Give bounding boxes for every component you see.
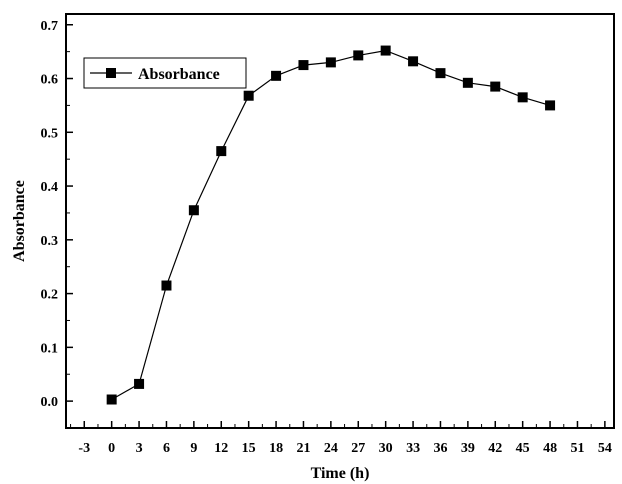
y-tick-label: 0.3 <box>41 234 59 249</box>
x-axis-title: Time (h) <box>311 465 370 482</box>
x-tick-label: 39 <box>461 441 475 456</box>
x-tick-label: 12 <box>214 441 228 456</box>
x-axis-ticks: -3 0 3 6 9 12 15 18 21 24 27 30 33 36 39 42 45 48 51 54 <box>70 421 612 456</box>
x-tick-label: 30 <box>379 441 393 456</box>
y-axis-ticks: 0.0 0.1 0.2 0.3 0.4 0.5 0.6 0.7 <box>41 19 73 410</box>
data-point-marker <box>188 205 199 216</box>
data-point-marker <box>545 100 556 111</box>
data-point-marker <box>216 146 227 157</box>
data-point-marker <box>435 68 446 79</box>
y-tick-label: 0.2 <box>41 288 59 303</box>
data-point-marker <box>517 92 528 103</box>
data-point-marker <box>243 90 254 101</box>
x-tick-label: 6 <box>163 441 170 456</box>
data-point-marker <box>271 70 282 81</box>
x-tick-label: 36 <box>433 441 447 456</box>
x-tick-label: 45 <box>516 441 530 456</box>
data-point-marker <box>408 56 419 67</box>
data-point-marker <box>134 378 145 389</box>
x-tick-label: 9 <box>190 441 197 456</box>
x-tick-label: 0 <box>108 441 115 456</box>
x-tick-label: 24 <box>324 441 338 456</box>
data-point-marker <box>490 81 501 92</box>
plot-frame <box>65 13 615 429</box>
data-point-marker <box>106 394 117 405</box>
x-tick-label: 27 <box>351 441 365 456</box>
data-point-marker <box>380 45 391 56</box>
legend-marker <box>106 68 116 78</box>
x-tick-label: 42 <box>488 441 502 456</box>
x-tick-label: 51 <box>570 441 584 456</box>
y-tick-label: 0.6 <box>41 73 59 88</box>
x-tick-label: 18 <box>269 441 283 456</box>
series-layer <box>106 45 556 405</box>
y-tick-label: 0.4 <box>41 180 59 195</box>
x-tick-label: -3 <box>78 441 90 456</box>
x-tick-label: 3 <box>136 441 143 456</box>
y-tick-label: 0.0 <box>41 395 59 410</box>
data-point-marker <box>353 50 364 61</box>
data-point-marker <box>161 280 172 291</box>
y-axis-title: Absorbance <box>11 180 28 262</box>
x-tick-label: 33 <box>406 441 420 456</box>
data-point-marker <box>462 77 473 88</box>
data-point-marker <box>325 57 336 68</box>
x-tick-label: 21 <box>296 441 310 456</box>
x-tick-label: 54 <box>598 441 612 456</box>
legend: Absorbance <box>83 57 247 89</box>
legend-label: Absorbance <box>138 66 220 83</box>
y-tick-label: 0.1 <box>41 341 59 356</box>
series-line <box>111 49 551 401</box>
y-tick-label: 0.5 <box>41 126 59 141</box>
data-point-marker <box>298 60 309 71</box>
x-tick-label: 48 <box>543 441 557 456</box>
x-tick-label: 15 <box>242 441 256 456</box>
y-tick-label: 0.7 <box>41 19 59 34</box>
